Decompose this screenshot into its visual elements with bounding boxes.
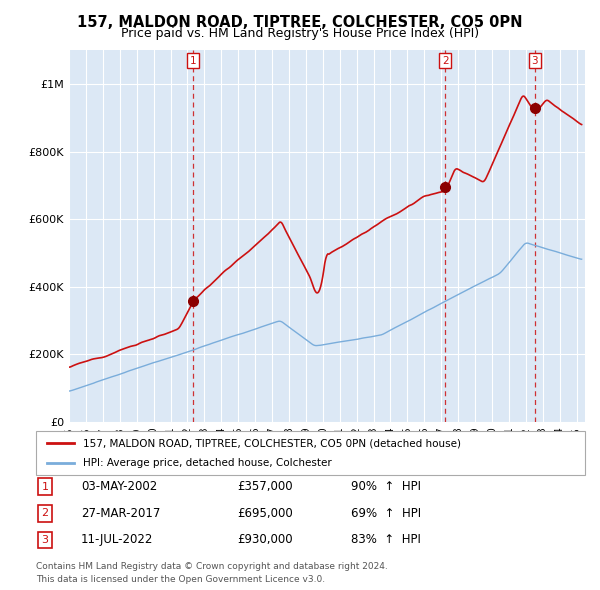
Text: 90%  ↑  HPI: 90% ↑ HPI	[351, 480, 421, 493]
Text: 157, MALDON ROAD, TIPTREE, COLCHESTER, CO5 0PN: 157, MALDON ROAD, TIPTREE, COLCHESTER, C…	[77, 15, 523, 30]
Text: 157, MALDON ROAD, TIPTREE, COLCHESTER, CO5 0PN (detached house): 157, MALDON ROAD, TIPTREE, COLCHESTER, C…	[83, 438, 461, 448]
Text: £695,000: £695,000	[237, 507, 293, 520]
Text: HPI: Average price, detached house, Colchester: HPI: Average price, detached house, Colc…	[83, 458, 331, 467]
Text: Price paid vs. HM Land Registry's House Price Index (HPI): Price paid vs. HM Land Registry's House …	[121, 27, 479, 40]
Text: £930,000: £930,000	[237, 533, 293, 546]
Text: 3: 3	[41, 535, 49, 545]
Text: 69%  ↑  HPI: 69% ↑ HPI	[351, 507, 421, 520]
Text: 3: 3	[532, 55, 538, 65]
Text: 27-MAR-2017: 27-MAR-2017	[81, 507, 160, 520]
Text: This data is licensed under the Open Government Licence v3.0.: This data is licensed under the Open Gov…	[36, 575, 325, 584]
FancyBboxPatch shape	[36, 431, 585, 475]
Text: Contains HM Land Registry data © Crown copyright and database right 2024.: Contains HM Land Registry data © Crown c…	[36, 562, 388, 571]
Text: 11-JUL-2022: 11-JUL-2022	[81, 533, 154, 546]
Text: 03-MAY-2002: 03-MAY-2002	[81, 480, 157, 493]
Text: 1: 1	[190, 55, 197, 65]
Text: 2: 2	[41, 509, 49, 518]
Text: 83%  ↑  HPI: 83% ↑ HPI	[351, 533, 421, 546]
Text: £357,000: £357,000	[237, 480, 293, 493]
Text: 1: 1	[41, 482, 49, 491]
Text: 2: 2	[442, 55, 448, 65]
